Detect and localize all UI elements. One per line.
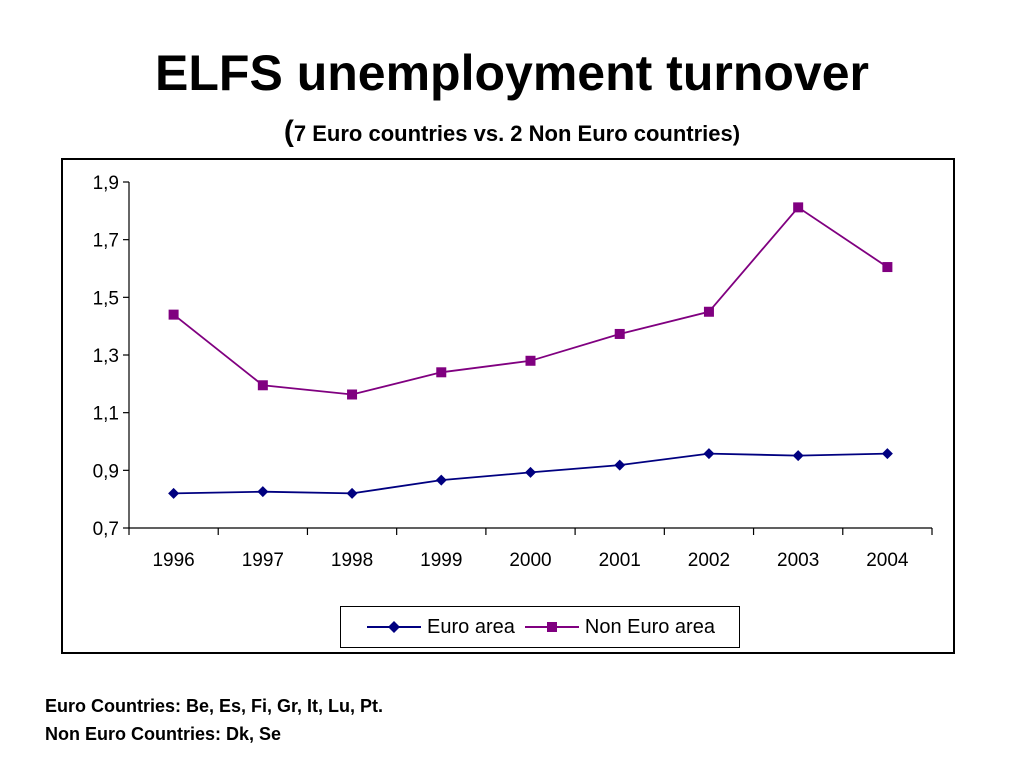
data-point-non-euro-area xyxy=(614,328,625,339)
data-point-euro-area xyxy=(168,487,180,499)
legend-swatch-euro-area xyxy=(367,621,422,633)
legend-swatch-non-euro-area xyxy=(524,622,579,632)
data-point-euro-area xyxy=(525,466,536,478)
data-point-euro-area xyxy=(435,474,447,486)
y-tick-label: 1,9 xyxy=(93,173,119,194)
data-point-non-euro-area xyxy=(436,367,447,378)
subtitle-open-paren: ( xyxy=(283,115,294,148)
y-tick-label: 0,9 xyxy=(93,461,119,482)
x-tick-label: 1997 xyxy=(242,550,284,571)
data-point-non-euro-area xyxy=(257,380,268,391)
data-point-non-euro-area xyxy=(793,202,804,213)
data-point-euro-area xyxy=(614,459,626,471)
legend-label-non-euro-area: Non Euro area xyxy=(584,615,715,638)
x-tick-label: 1996 xyxy=(152,550,194,571)
data-point-euro-area xyxy=(881,448,893,460)
line-chart: 0,7 0,9 1,1 1,3 1,5 1,7 1,9 1996 1997 1998 1999 200… xyxy=(93,173,933,571)
data-point-euro-area xyxy=(703,448,715,460)
x-tick-label: 2002 xyxy=(688,550,730,571)
x-tick-label: 2004 xyxy=(866,550,909,571)
y-tick-label: 1,5 xyxy=(93,288,119,309)
x-tick-label: 2001 xyxy=(599,550,641,571)
footnote-non-euro-countries: Non Euro Countries: Dk, Se xyxy=(45,724,282,744)
y-tick-label: 1,1 xyxy=(93,404,119,425)
data-point-euro-area xyxy=(792,450,804,462)
data-point-non-euro-area xyxy=(525,355,536,366)
slide-subtitle: (7 Euro countries vs. 2 Non Euro countri… xyxy=(0,112,1024,154)
footnote-euro-countries: Euro Countries: Be, Es, Fi, Gr, It, Lu, … xyxy=(45,696,384,716)
data-point-non-euro-area xyxy=(703,306,714,317)
footnotes: Euro Countries: Be, Es, Fi, Gr, It, Lu, … xyxy=(45,692,383,748)
x-tick-label: 1998 xyxy=(331,550,373,571)
y-tick-label: 0,7 xyxy=(93,519,119,540)
y-tick-label: 1,7 xyxy=(93,231,119,252)
slide-title: ELFS unemployment turnover xyxy=(155,45,869,101)
data-point-non-euro-area xyxy=(882,262,893,273)
x-tick-label: 2000 xyxy=(509,550,551,571)
legend-item-non-euro-area: Non Euro area xyxy=(523,616,715,639)
series-line-non-euro-area xyxy=(173,206,888,396)
chart-frame: 0,7 0,9 1,1 1,3 1,5 1,7 1,9 1996 1997 1998 1999 200… xyxy=(61,158,955,654)
data-point-euro-area xyxy=(257,486,269,498)
subtitle-text: 7 Euro countries vs. 2 Non Euro countrie… xyxy=(293,121,741,146)
y-tick-label: 1,3 xyxy=(93,346,119,367)
legend-label-euro-area: Euro area xyxy=(427,615,515,638)
legend-item-euro-area: Euro area xyxy=(365,616,515,639)
data-point-euro-area xyxy=(346,487,358,499)
data-point-non-euro-area xyxy=(168,309,179,320)
data-point-non-euro-area xyxy=(347,389,358,400)
x-tick-label: 2003 xyxy=(777,550,819,571)
chart-legend: Euro area Non Euro area xyxy=(340,606,740,648)
x-tick-label: 1999 xyxy=(420,550,462,571)
